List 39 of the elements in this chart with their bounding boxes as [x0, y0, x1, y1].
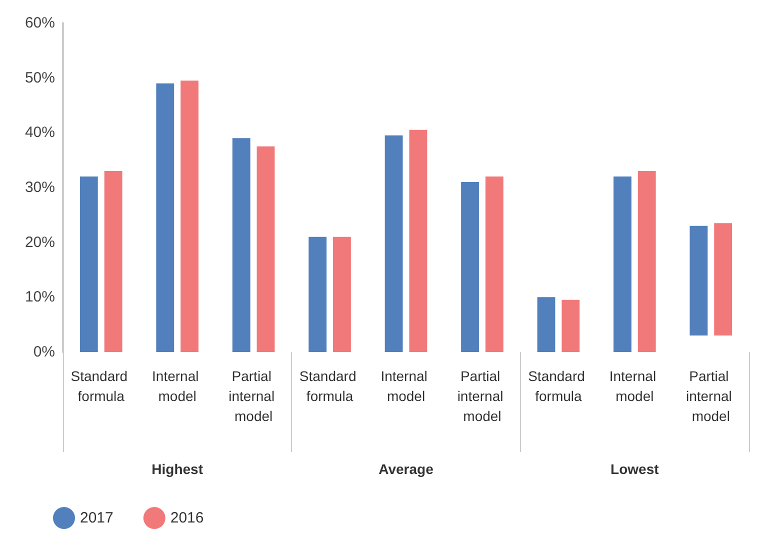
legend-label: 2017	[80, 510, 114, 526]
legend-label: 2016	[170, 510, 204, 526]
text: Lowest	[610, 461, 660, 477]
bar	[104, 171, 122, 352]
bar	[690, 226, 708, 336]
bar	[461, 182, 479, 352]
bar	[384, 135, 403, 352]
x-tick-label: Standard formula	[70, 368, 132, 404]
y-tick-label: 0%	[33, 344, 55, 360]
bar	[80, 176, 98, 352]
bar	[614, 176, 632, 352]
x-tick-label: Internal model	[380, 368, 432, 404]
y-tick-label: 40%	[24, 124, 55, 142]
x-tick-label: Standard formula	[299, 368, 360, 404]
bar	[638, 171, 656, 352]
bar	[562, 300, 580, 352]
bar	[409, 130, 428, 352]
y-tick-label: 60%	[24, 14, 55, 32]
bar	[714, 223, 732, 336]
x-tick-label: Internal model	[609, 368, 660, 404]
x-tick-label: Internal model	[152, 368, 203, 404]
bar	[485, 176, 504, 352]
bar	[180, 80, 198, 352]
bar	[156, 83, 174, 352]
y-tick-label: 30%	[24, 179, 55, 196]
bar	[256, 146, 275, 352]
y-tick-label: 10%	[24, 288, 55, 306]
y-tick-label: 20%	[24, 234, 55, 251]
bar	[232, 138, 250, 352]
bar	[537, 297, 556, 352]
y-tick-label: 50%	[24, 69, 55, 86]
bar	[333, 236, 351, 352]
x-tick-label: Partial internal model	[686, 368, 736, 424]
text: Average	[378, 461, 434, 477]
x-tick-label: Standard formula	[528, 368, 589, 404]
x-tick-label: Partial internal model	[228, 368, 278, 424]
text: Highest	[152, 461, 204, 477]
x-tick-label: Partial internal model	[457, 368, 508, 424]
bar	[308, 236, 327, 352]
